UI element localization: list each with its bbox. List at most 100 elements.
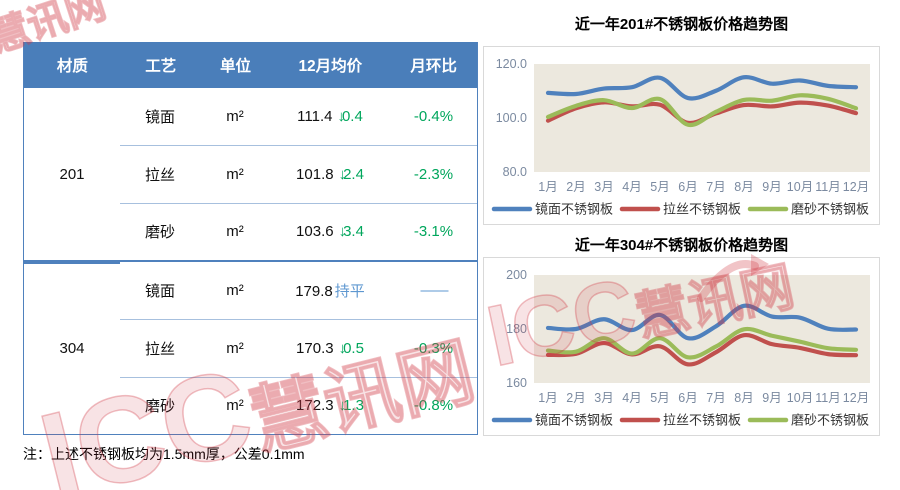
mom-cell: -0.3% [413,339,454,357]
material-label: 304 [24,262,120,434]
price-value: 103.6 [296,223,334,241]
down-arrow-icon: ↓ [338,339,347,357]
change-value: 0.5 [343,339,364,357]
svg-text:拉丝不锈钢板: 拉丝不锈钢板 [663,413,741,428]
svg-text:180: 180 [506,322,527,336]
mom-cell: —— [420,282,449,299]
chart-304-title: 近一年304#不锈钢板价格趋势图 [574,237,789,254]
material-group-201: 201 镜面 m² 111.4 ↓0.4 -0.4% 拉丝 m² 101.8 [24,88,477,260]
price-cell: 103.6 ↓3.4 [270,223,390,240]
material-label: 201 [59,165,85,183]
chart-304-canvas: 200 180 160 1月 2月 3月 4月 5月 6月 7月 8月 9月 10月 11月 12月镜面不锈… [491,268,870,428]
header-material: 材质 [56,58,88,75]
price-change: ↓3.4 [339,223,364,240]
svg-text:9月: 9月 [762,180,781,194]
svg-text:11月: 11月 [815,391,840,405]
svg-text:2月: 2月 [566,391,585,405]
process-cell: 拉丝 [144,340,175,358]
price-cell: 179.8 持平 [270,280,390,301]
svg-text:100.0: 100.0 [496,111,527,125]
material-group-304: 304 镜面 m² 179.8 持平 —— 拉丝 m² 170.3 ↓ [24,260,477,434]
svg-text:12月: 12月 [843,180,869,194]
svg-text:9月: 9月 [762,391,781,405]
down-arrow-icon: ↓ [338,165,347,183]
price-cell: 111.4 ↓0.4 [270,108,390,125]
header-unit: 单位 [220,58,252,75]
process-cell: 磨砂 [144,398,175,416]
svg-text:120.0: 120.0 [496,57,527,71]
svg-text:6月: 6月 [678,180,697,194]
svg-text:镜面不锈钢板: 镜面不锈钢板 [535,202,613,217]
change-value: 3.4 [343,223,364,241]
change-value: 0.4 [341,108,363,125]
price-cell: 172.3 ↓1.3 [270,397,390,414]
svg-text:10月: 10月 [787,180,813,194]
svg-text:7月: 7月 [706,391,725,405]
unit-cell: m² [226,282,244,299]
price-table: 材质 工艺 单位 12月均价 月环比 201 镜面 m² 111.4 ↓0.4 … [23,42,478,435]
price-change: ↓0.5 [339,340,364,357]
table-row: 拉丝 m² 101.8 ↓2.4 -2.3% [120,145,477,203]
unit-cell: m² [226,223,244,241]
header-process: 工艺 [145,58,177,75]
svg-text:拉丝不锈钢板: 拉丝不锈钢板 [663,202,741,217]
unit-cell: m² [226,108,244,125]
price-change: 持平 [334,280,365,301]
mom-cell: -2.3% [413,165,454,183]
svg-text:200: 200 [506,268,527,282]
price-cell: 101.8 ↓2.4 [270,166,390,183]
change-value: 2.4 [343,165,364,183]
svg-text:1月: 1月 [538,391,557,405]
table-row: 镜面 m² 111.4 ↓0.4 -0.4% [120,88,477,145]
change-value: 持平 [334,283,365,300]
price-value: 179.8 [295,283,333,300]
svg-text:160: 160 [506,376,527,390]
svg-text:6月: 6月 [678,391,697,405]
svg-text:12月: 12月 [843,391,869,405]
svg-text:镜面不锈钢板: 镜面不锈钢板 [535,413,613,428]
process-cell: 磨砂 [144,224,175,242]
svg-text:7月: 7月 [706,180,725,194]
mom-cell: -0.8% [413,397,454,415]
svg-text:11月: 11月 [815,180,840,194]
svg-text:8月: 8月 [734,180,753,194]
price-value: 111.4 [297,108,333,125]
mom-cell: -3.1% [413,223,454,241]
price-change: ↓2.4 [339,166,364,183]
price-value: 170.3 [296,339,334,357]
table-row: 磨砂 m² 103.6 ↓3.4 -3.1% [120,202,477,261]
header-dec-avg-price: 12月均价 [298,58,363,75]
svg-text:3月: 3月 [594,391,613,405]
chart-201-title: 近一年201#不锈钢板价格趋势图 [574,16,789,33]
process-cell: 镜面 [144,283,175,300]
svg-text:3月: 3月 [594,180,613,194]
svg-text:5月: 5月 [650,391,669,405]
svg-text:1月: 1月 [538,180,557,194]
svg-text:10月: 10月 [787,391,813,405]
change-value: 1.3 [343,397,364,415]
svg-text:4月: 4月 [622,391,641,405]
svg-text:5月: 5月 [650,180,669,194]
svg-text:4月: 4月 [622,180,641,194]
svg-text:2月: 2月 [566,180,585,194]
header-mom: 月环比 [410,58,457,75]
mom-cell: -0.4% [413,108,454,125]
table-row: 磨砂 m² 172.3 ↓1.3 -0.8% [120,376,477,435]
svg-text:磨砂不锈钢板: 磨砂不锈钢板 [791,202,869,217]
price-cell: 170.3 ↓0.5 [270,340,390,357]
process-cell: 拉丝 [144,166,175,184]
unit-cell: m² [226,339,244,357]
process-cell: 镜面 [144,109,175,126]
price-value: 172.3 [296,397,334,415]
chart-304: 200 180 160 1月 2月 3月 4月 5月 6月 7月 8月 9月 10月 11月 12月镜面不锈… [483,257,880,436]
table-row: 镜面 m² 179.8 持平 —— [120,262,477,319]
down-arrow-icon: ↓ [338,223,347,241]
table-footnote: 注：上述不锈钢板均为1.5mm厚，公差0.1mm [23,446,305,462]
svg-text:8月: 8月 [734,391,753,405]
chart-201-canvas: 120.0 100.0 80.0 1月 2月 3月 4月 5月 6月 7月 8月 9月 10月 11月 12… [491,57,870,217]
price-change: ↓0.4 [337,108,362,125]
price-change: ↓1.3 [339,397,364,414]
svg-text:磨砂不锈钢板: 磨砂不锈钢板 [791,413,869,428]
chart-201: 120.0 100.0 80.0 1月 2月 3月 4月 5月 6月 7月 8月 9月 10月 11月 12… [483,46,880,225]
